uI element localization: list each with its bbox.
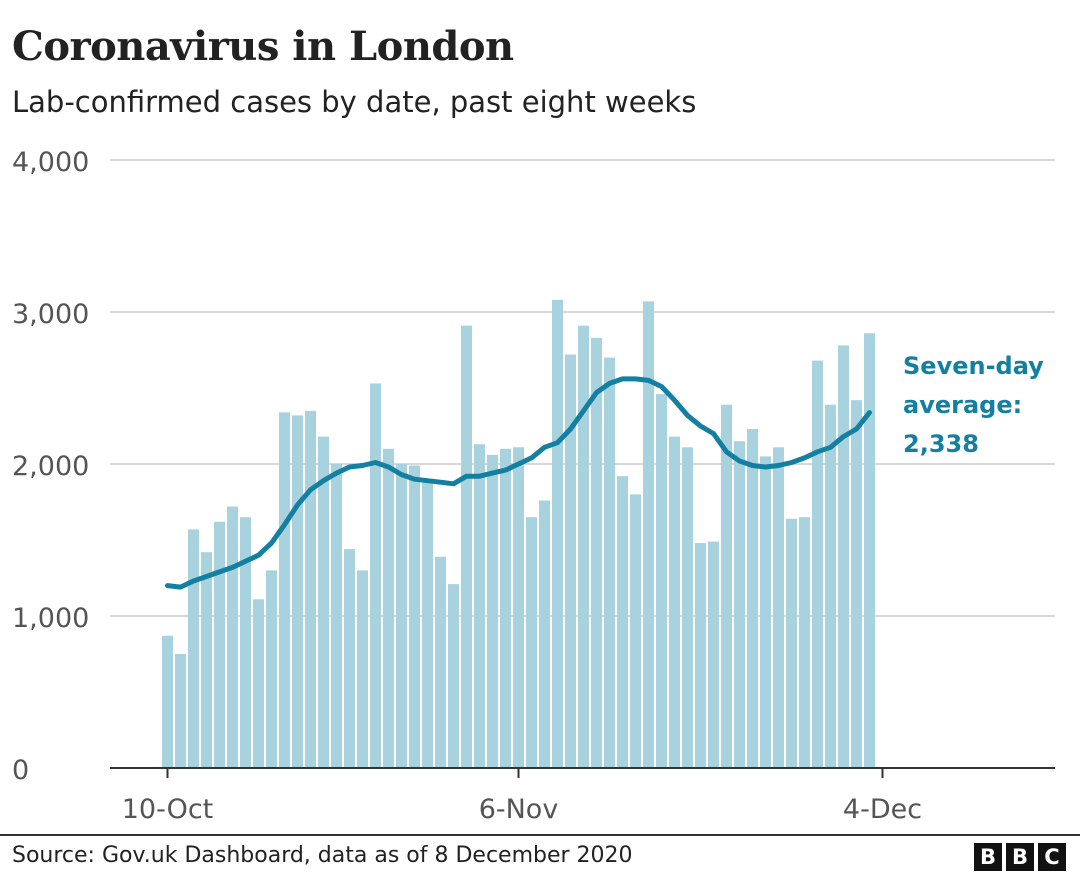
y-tick-label: 1,000 [12, 603, 89, 634]
seven-day-average-line [165, 376, 872, 590]
bar [747, 429, 758, 768]
bar [409, 465, 420, 768]
x-tick-label: 6-Nov [479, 794, 559, 825]
logo-letter: C [1038, 843, 1066, 871]
bar [448, 584, 459, 768]
bar [565, 354, 576, 768]
y-axis-labels: 0 1,000 2,000 3,000 4,000 [12, 147, 89, 786]
bar [461, 325, 472, 768]
bar [539, 500, 550, 768]
bar [825, 404, 836, 768]
bar [318, 436, 329, 768]
y-tick-label: 4,000 [12, 147, 89, 178]
bar [201, 552, 212, 768]
bar [812, 360, 823, 768]
bar [292, 415, 303, 768]
x-axis: 10-Oct 6-Nov 4-Dec [110, 767, 1055, 825]
annotation-line-2: average: [903, 391, 1022, 419]
bar [383, 448, 394, 768]
bar [864, 333, 875, 768]
bar [721, 404, 732, 768]
source-note: Source: Gov.uk Dashboard, data as of 8 D… [12, 843, 633, 868]
bar [604, 357, 615, 768]
bar [305, 410, 316, 768]
bar [617, 476, 628, 768]
bar [851, 400, 862, 768]
average-annotation: Seven-day average: 2,338 [903, 352, 1044, 458]
chart-subtitle: Lab-confirmed cases by date, past eight … [12, 85, 697, 119]
bar [552, 299, 563, 768]
bar [513, 447, 524, 768]
bar [773, 447, 784, 768]
y-tick-label: 3,000 [12, 299, 89, 330]
x-tick-label: 10-Oct [122, 794, 214, 825]
bar [682, 447, 693, 768]
bar [786, 518, 797, 768]
bar [760, 456, 771, 768]
bbc-logo: B B C [974, 843, 1066, 871]
y-tick-label: 2,000 [12, 451, 89, 482]
annotation-line-1: Seven-day [903, 352, 1044, 380]
chart-title: Coronavirus in London [12, 23, 514, 70]
bar [708, 541, 719, 768]
bar [799, 517, 810, 768]
bar [643, 301, 654, 768]
footer-rule [0, 834, 1080, 836]
bar [253, 599, 264, 768]
bar [435, 556, 446, 768]
bar [370, 383, 381, 768]
bar [487, 454, 498, 768]
bar [474, 444, 485, 768]
bar [422, 482, 433, 768]
bar [669, 436, 680, 768]
bar [162, 635, 173, 768]
bar [526, 517, 537, 768]
bar [578, 325, 589, 768]
bar [656, 394, 667, 768]
bar [175, 654, 186, 768]
bar [591, 337, 602, 768]
average-line-layer [165, 376, 872, 590]
bar [734, 441, 745, 768]
bar [838, 345, 849, 768]
bar [188, 529, 199, 768]
bar [344, 549, 355, 768]
x-tick-label: 4-Dec [843, 794, 922, 825]
bar [227, 506, 238, 768]
bar [331, 464, 342, 768]
bar [695, 543, 706, 768]
bar [279, 412, 290, 768]
bar [500, 448, 511, 768]
logo-letter: B [1006, 843, 1034, 871]
annotation-line-3: 2,338 [903, 430, 979, 458]
bar [214, 521, 225, 768]
logo-letter: B [974, 843, 1002, 871]
bar [357, 570, 368, 768]
bar [396, 464, 407, 768]
bar [240, 517, 251, 768]
bar [266, 570, 277, 768]
chart: 0 1,000 2,000 3,000 4,000 10-Oct 6-Nov 4-Dec S… [12, 147, 1055, 825]
bar [630, 494, 641, 768]
bars [162, 299, 875, 768]
y-tick-label: 0 [12, 755, 29, 786]
